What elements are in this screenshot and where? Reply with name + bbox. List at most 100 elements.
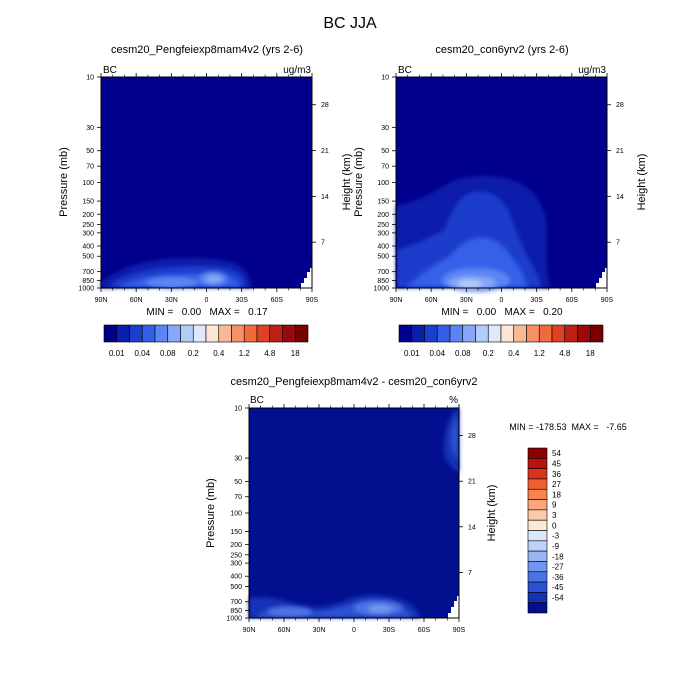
pressure-tick-label: 50 [381,148,389,155]
colorbar-swatch [487,324,502,343]
colorbar-label: 9 [552,501,557,510]
pressure-tick-label: 150 [377,199,389,206]
colorbar-swatch [424,324,438,343]
panel-1-stats: MIN = 0.00 MAX = 0.17 [146,307,268,318]
panel-2-stats: MIN = 0.00 MAX = 0.20 [441,307,563,318]
panel-3-title: cesm20_Pengfeiexp8mam4v2 - cesm20_con6yr… [230,376,477,388]
colorbar-label: 4.8 [559,349,571,358]
panel-1-colorbar: 0.01 0.04 0.08 0.2 0.4 1.2 4.8 18 [103,324,309,358]
latitude-tick-label: 90S [601,297,614,304]
panel-2-ylabel: Pressure (mb) [353,147,365,217]
colorbar-swatch [167,324,181,343]
panel-2-contour-level-6 [458,280,482,288]
panel-3-corner-left: BC [250,395,264,406]
pressure-tick-label: 1000 [373,286,389,293]
pressure-tick-label: 200 [230,542,242,549]
pressure-tick-label: 100 [230,511,242,518]
colorbar-label: -18 [552,552,564,561]
latitude-tick-label: 90N [243,627,256,634]
colorbar-swatch [449,324,464,343]
colorbar-swatch [564,324,578,343]
colorbar-swatch [180,324,194,343]
colorbar-swatch [527,458,548,469]
colorbar-swatch [436,324,451,343]
colorbar-swatch [500,324,515,343]
latitude-tick-label: 60S [566,297,579,304]
panel-3-contour-level-4 [368,605,392,613]
latitude-tick-label: 30S [383,627,396,634]
panel-1: cesm20_Pengfeiexp8mam4v2 (yrs 2-6) BC ug… [58,44,353,358]
panel-1-field-background [101,77,312,288]
pressure-tick-label: 300 [82,230,94,237]
colorbar-swatch [527,447,548,459]
colorbar-label: -9 [552,542,560,551]
colorbar-label: 36 [552,470,561,479]
latitude-tick-label: 90S [306,297,319,304]
pressure-tick-label: 400 [377,244,389,251]
pressure-tick-label: 200 [377,212,389,219]
panel-1-latitude-ticks: 90N 60N 30N 0 30S 60S 90S [95,73,319,304]
height-tick-label: 7 [616,240,620,247]
colorbar-label: 0.4 [508,349,520,358]
panel-2-colorbar: 0.01 0.04 0.08 0.2 0.4 1.2 4.8 18 [398,324,604,358]
colorbar-swatch [589,324,604,343]
pressure-tick-label: 400 [230,574,242,581]
colorbar-swatch [527,540,548,552]
pressure-tick-label: 50 [86,148,94,155]
colorbar-swatch [527,509,548,521]
colorbar-swatch [116,324,130,343]
panel-3-contour-field [249,408,459,618]
panel-2-latitude-ticks: 90N 60N 30N 0 30S 60S 90S [390,73,614,304]
pressure-tick-label: 850 [82,278,94,285]
colorbar-label: 0.2 [483,349,495,358]
latitude-tick-label: 30S [235,297,248,304]
colorbar-label: 4.8 [264,349,276,358]
colorbar-swatch [218,324,232,343]
height-tick-label: 14 [321,194,329,201]
height-tick-label: 21 [616,148,624,155]
colorbar-swatch [294,324,309,343]
colorbar-label: -45 [552,583,564,592]
pressure-tick-label: 850 [230,608,242,615]
colorbar-label: 0.08 [160,349,176,358]
colorbar-label: -27 [552,563,564,572]
colorbar-swatch [513,324,527,343]
panel-3: cesm20_Pengfeiexp8mam4v2 - cesm20_con6yr… [205,376,627,634]
panel-3-latitude-ticks: 90N 60N 30N 0 30S 60S 90S [243,404,466,634]
colorbar-swatch [527,550,548,562]
latitude-tick-label: 90N [390,297,403,304]
colorbar-swatch [411,324,425,343]
latitude-tick-label: 60S [418,627,431,634]
panel-1-contour-level-4 [146,277,198,289]
colorbar-swatch [527,530,548,542]
pressure-tick-label: 100 [377,180,389,187]
panel-2-height-ticks: 28 21 14 7 [607,102,624,247]
colorbar-swatch [475,324,489,343]
pressure-tick-label: 250 [82,222,94,229]
panel-3-ylabel: Pressure (mb) [205,478,217,548]
colorbar-label: 18 [586,349,595,358]
colorbar-label: 0.08 [455,349,471,358]
panel-3-contour-level-3a [268,607,312,617]
panel-1-height-ticks: 28 21 14 7 [312,102,329,247]
pressure-tick-label: 700 [230,599,242,606]
panel-1-topography-mask [301,268,312,288]
pressure-tick-label: 10 [234,406,242,413]
height-tick-label: 28 [616,102,624,109]
latitude-tick-label: 30N [313,627,326,634]
colorbar-swatch [154,324,169,343]
colorbar-label: 0.2 [188,349,200,358]
pressure-tick-label: 850 [377,278,389,285]
panel-2-corner-left: BC [398,65,412,76]
height-tick-label: 28 [468,433,476,440]
colorbar-label: 0.04 [134,349,150,358]
panel-3-height-ticks: 28 21 14 7 [459,433,476,577]
colorbar-label: -3 [552,532,560,541]
panel-1-corner-right: ug/m3 [283,65,311,76]
colorbar-swatch [398,324,413,343]
pressure-tick-label: 150 [230,529,242,536]
pressure-tick-label: 300 [230,561,242,568]
